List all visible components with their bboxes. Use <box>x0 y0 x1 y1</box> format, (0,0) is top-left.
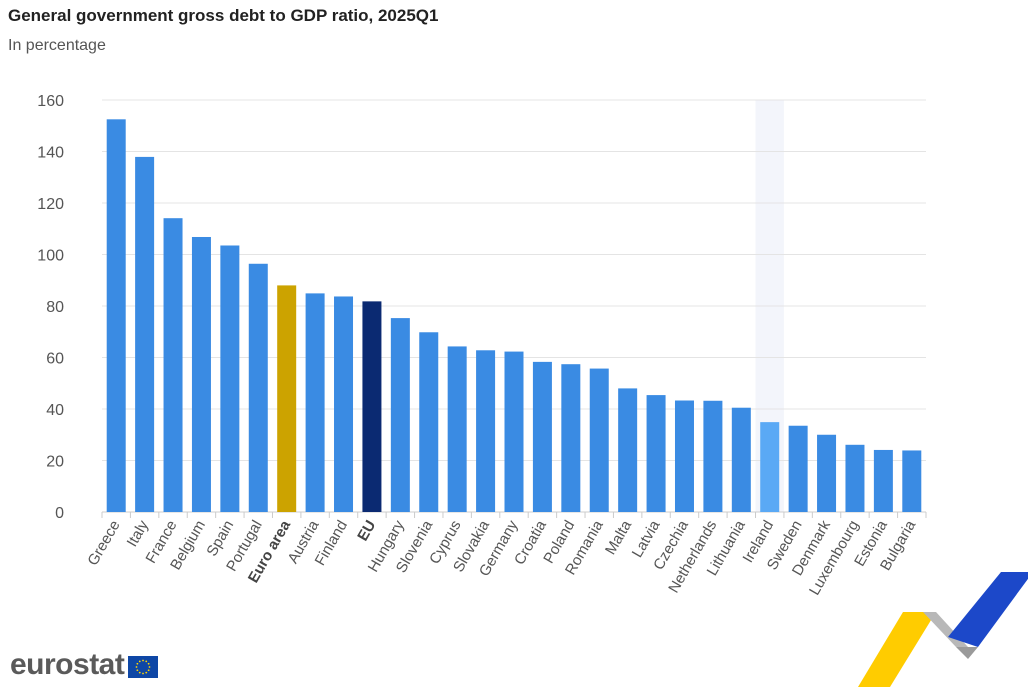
y-tick-label: 60 <box>46 351 64 368</box>
y-tick-label: 80 <box>46 299 64 316</box>
bar-slovenia[interactable] <box>419 332 439 512</box>
bar-slovakia[interactable] <box>476 350 496 512</box>
y-tick-label: 140 <box>37 145 64 162</box>
flag-star <box>145 659 148 662</box>
bars <box>106 119 922 513</box>
bar-estonia[interactable] <box>873 449 893 512</box>
flag-star <box>135 665 138 668</box>
bar-cyprus[interactable] <box>447 346 467 512</box>
x-axis-ticks: Greece ItalyFranceBelgiumSpainPortugalEur… <box>84 512 927 598</box>
y-axis-ticks: 0 20 40 60 80 100 120 140 160 <box>37 93 64 522</box>
flag-star <box>145 671 148 674</box>
bar-bulgaria[interactable] <box>902 450 922 512</box>
y-tick-label: 100 <box>37 248 64 265</box>
chart-title: General government gross debt to GDP rat… <box>8 6 439 25</box>
bar-belgium[interactable] <box>191 236 211 513</box>
y-tick-label: 0 <box>55 505 64 522</box>
bar-luxembourg[interactable] <box>845 444 865 512</box>
bar-eu[interactable] <box>362 301 382 512</box>
bar-euro-area[interactable] <box>277 285 297 512</box>
bar-sweden[interactable] <box>788 425 808 512</box>
bar-italy[interactable] <box>135 156 155 512</box>
bar-germany[interactable] <box>504 351 524 512</box>
chart-subtitle: In percentage <box>8 37 106 54</box>
flag-star <box>148 665 151 668</box>
bar-austria[interactable] <box>305 293 325 512</box>
bar-finland[interactable] <box>334 296 354 512</box>
y-tick-label: 20 <box>46 454 64 471</box>
bar-greece[interactable] <box>106 119 126 512</box>
bar-latvia[interactable] <box>646 395 666 512</box>
flag-star <box>136 668 139 671</box>
flag-star <box>142 672 145 674</box>
eu-flag-icon <box>128 655 159 678</box>
flag-star <box>139 671 142 674</box>
flag-star <box>139 659 142 662</box>
x-tick-label-eu: EU <box>354 518 379 545</box>
bar-denmark[interactable] <box>817 434 837 512</box>
bar-netherlands[interactable] <box>703 400 723 512</box>
bar-romania[interactable] <box>589 368 609 512</box>
eurostat-logo[interactable]: eurostat <box>10 648 159 682</box>
eurostat-wordmark: eurostat <box>10 648 125 681</box>
bar-croatia[interactable] <box>532 361 552 512</box>
flag-star <box>142 659 145 661</box>
bar-lithuania[interactable] <box>731 407 751 512</box>
y-tick-label: 40 <box>46 402 64 419</box>
bar-hungary[interactable] <box>390 318 410 512</box>
bar-ireland[interactable] <box>760 422 780 512</box>
y-tick-label: 160 <box>37 93 64 110</box>
bar-spain[interactable] <box>220 245 240 513</box>
eurostat-swoosh-decoration <box>858 572 1028 687</box>
y-tick-label: 120 <box>37 196 64 213</box>
x-tick-label-greece: Greece <box>84 518 123 569</box>
x-tick-label-italy: Italy <box>124 517 153 550</box>
bar-france[interactable] <box>163 218 183 512</box>
bar-chart: 0 20 40 60 80 100 120 140 160 Greece ItalyFranceB… <box>37 93 927 598</box>
bar-poland[interactable] <box>561 364 581 512</box>
bar-portugal[interactable] <box>248 263 268 512</box>
flag-star <box>148 668 150 671</box>
flag-star <box>136 662 139 665</box>
bar-malta[interactable] <box>618 388 638 512</box>
flag-star <box>148 662 150 665</box>
bar-czechia[interactable] <box>674 400 694 512</box>
